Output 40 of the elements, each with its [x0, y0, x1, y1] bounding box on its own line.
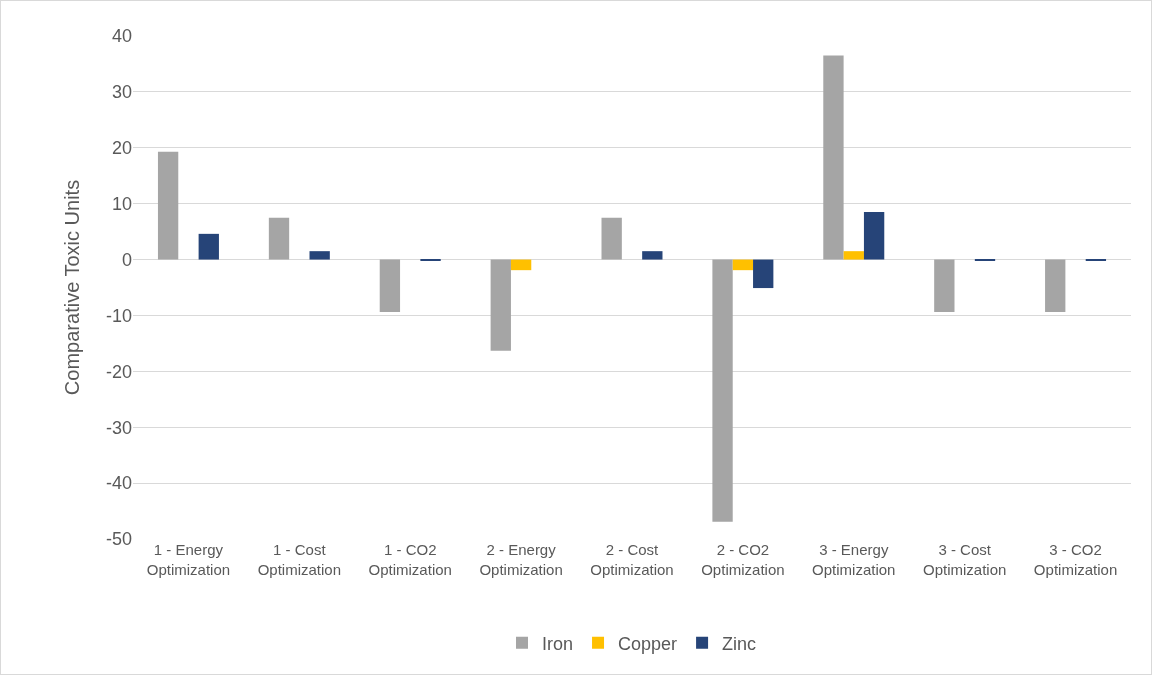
bar	[379, 259, 401, 313]
bar	[510, 259, 532, 271]
y-tick-label: -50	[105, 529, 132, 550]
bar	[157, 151, 179, 260]
bar	[268, 217, 290, 260]
bar	[712, 259, 733, 522]
legend-label: Copper	[618, 633, 678, 654]
legend-label: Zinc	[722, 633, 757, 654]
y-tick-label: 40	[111, 26, 132, 47]
bar	[601, 217, 622, 260]
bar	[863, 212, 885, 260]
y-tick-label: 30	[111, 82, 132, 103]
x-tick-label: 3 - CO2 Optimization	[1033, 541, 1118, 578]
x-tick-label: 2 - CO2 Optimization	[701, 541, 785, 578]
bar	[1045, 259, 1066, 313]
y-tick-label: -40	[105, 473, 132, 494]
x-tick-label: 1 - Energy Optimization	[146, 541, 231, 578]
legend-label: Iron	[542, 633, 574, 654]
x-tick-label: 3 - Energy Optimization	[812, 541, 896, 578]
y-tick-label: -20	[105, 361, 132, 382]
x-tick-label: 3 - Cost Optimization	[922, 541, 1007, 578]
bar	[823, 55, 844, 260]
y-tick-label: 20	[111, 138, 132, 159]
x-tick-label: 1 - Cost Optimization	[257, 541, 342, 578]
y-tick-label: -10	[105, 305, 132, 326]
bar	[934, 259, 955, 313]
bar	[753, 259, 774, 289]
bar	[309, 251, 330, 260]
y-tick-label: 0	[121, 249, 132, 270]
bar	[732, 259, 754, 271]
bar	[198, 233, 219, 260]
bar	[843, 251, 864, 260]
y-tick-label: 10	[111, 193, 132, 214]
bar	[642, 251, 663, 260]
y-tick-label: -30	[105, 417, 132, 438]
bar	[490, 259, 511, 351]
y-axis-title: Comparative Toxic Units	[61, 179, 84, 396]
x-tick-label: 2 - Energy Optimization	[479, 541, 563, 578]
x-tick-label: 1 - CO2 Optimization	[368, 541, 452, 578]
x-tick-label: 2 - Cost Optimization	[590, 541, 674, 578]
